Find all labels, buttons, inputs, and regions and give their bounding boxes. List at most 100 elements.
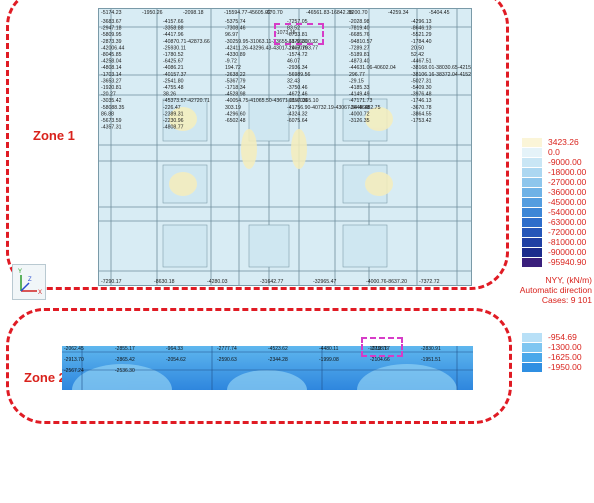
zone1-value: -3683.67	[101, 19, 122, 25]
zone1-value: -30259.95-31063.11-33655.61-56000.32	[225, 39, 318, 45]
zone1-value: -40157.37	[163, 72, 186, 78]
zone1-top-value: -5200.70	[347, 10, 368, 16]
zone2-highlight-box	[361, 337, 403, 357]
zone1-value: -5375.74	[225, 19, 246, 25]
zone1-top-value: -4259.34	[388, 10, 409, 16]
zone1-value: -40054.75-41065.50-43671.01-60365.10	[225, 98, 319, 104]
zone1-top-value: -46561.83-16842.38	[306, 10, 353, 16]
zone1-plan-svg: -5174.23 -1950.26 -2098.18 -15594.77-45605.…	[99, 9, 505, 285]
zone1-value: -4672.46	[287, 92, 308, 98]
zone1-value: -6685.76	[349, 32, 370, 38]
zone1-bottom-value: -7290.17	[101, 279, 122, 285]
zone1-label: Zone 1	[33, 128, 75, 143]
zone1-value: -2230.96	[163, 118, 184, 124]
legend1-swatch	[522, 228, 542, 237]
legend1-label: -81000.00	[548, 237, 587, 247]
zone1-value: -4185.33	[349, 85, 370, 91]
zone1-value: -41756.90-40732.19-43067.54-46482.75	[287, 105, 381, 111]
zone1-value: -5409.30	[411, 85, 432, 91]
legend2-label: -1300.00	[548, 342, 582, 352]
zone1-value: -1780.52	[163, 52, 184, 58]
zone1-value: -3126.35	[349, 118, 370, 124]
zone1-value: -3035.42	[101, 98, 122, 104]
zone1-value: -7289.27	[349, 45, 370, 51]
zone2-value: -2536.30	[115, 368, 135, 374]
zone1-value: -8646.13	[411, 26, 432, 32]
zone2-frame	[6, 308, 512, 424]
zone1-value: -7308.46	[225, 26, 246, 32]
zone1-value: -56989.56	[287, 72, 310, 78]
zone2-value: -4523.62	[268, 346, 288, 352]
zone2-value: -2738.17	[370, 346, 390, 352]
zone1-value: -4808.14	[101, 65, 122, 71]
zone1-highlight-value: -1073.15	[275, 30, 296, 36]
legend-note-line-2: Automatic direction	[519, 285, 592, 295]
legend1-swatch	[522, 148, 542, 157]
zone1-value: 32.43	[287, 78, 300, 84]
zone1-value: -38168.01-38030.65-42151.57-59208.29	[411, 65, 471, 71]
zone2-value: -2567.24	[64, 368, 84, 374]
zone2-value: -2062.45	[64, 346, 84, 352]
zone1-value: -4330.89	[225, 52, 246, 58]
zone1-value: -2947.18	[101, 26, 122, 32]
zone1-value: -2638.22	[225, 72, 246, 78]
zone2-floor-plan: -1010.76 -2062.45 -2855.17 -964.33 -2777.74 -…	[62, 346, 473, 390]
legend2-label: -1625.00	[548, 352, 582, 362]
zone2-highlight-value: -1010.76	[368, 346, 388, 352]
legend1-swatch	[522, 248, 542, 257]
zone1-value: -7257.05	[287, 19, 308, 25]
zone2-legend: -954.69 -1300.00 -1625.00 -1950.00	[522, 332, 592, 393]
zone1-frame	[6, 0, 509, 290]
zone1-bottom-value: -31642.77	[260, 279, 283, 285]
zone1-value: -44631.06-40602.04	[349, 65, 396, 71]
zone1-legend-note: NYY, (kN/m) Automatic direction Cases: 9…	[490, 275, 592, 305]
zone1-bottom-value: -4280.03	[207, 279, 228, 285]
zone2-value-labels: -1010.76 -2062.45 -2855.17 -964.33 -2777.74 -…	[64, 346, 441, 374]
zone2-value: -2590.63	[217, 357, 237, 363]
zone1-value: -4357.31	[101, 125, 122, 131]
legend2-swatch	[522, 333, 542, 342]
legend1-label: 3423.26	[548, 137, 579, 147]
zone1-value: -3670.78	[411, 105, 432, 111]
zone1-value: -1574.72	[287, 52, 308, 58]
zone1-value: -1870.31	[287, 39, 308, 45]
legend1-swatch	[522, 158, 542, 167]
zone1-value: -1784.40	[411, 39, 432, 45]
zone1-value: -2028.98	[349, 19, 370, 25]
zone1-value: -4149.49	[349, 92, 370, 98]
zone2-value: -1951.51	[421, 357, 441, 363]
zone1-value: -6075.64	[287, 118, 308, 124]
zone1-value: -5673.59	[101, 118, 122, 124]
zone1-top-value: -15594.77-45605.92	[224, 10, 271, 16]
zone1-value: -42006.44	[101, 45, 124, 51]
legend1-swatch	[522, 208, 542, 217]
zone1-value: -4417.96	[163, 32, 184, 38]
zone1-top-value: -5174.23	[101, 10, 122, 16]
legend1-swatch	[522, 188, 542, 197]
zone1-value: -4258.04	[101, 59, 122, 65]
zone1-value: 96.97	[225, 32, 238, 38]
legend1-label: -95940.90	[548, 257, 587, 267]
zone1-value: -25930.11	[163, 45, 186, 51]
zone1-value: -3653.27	[101, 78, 122, 84]
zone2-value: -964.33	[166, 346, 183, 352]
zone2-value: -4480.11	[319, 346, 339, 352]
zone1-value: -1753.42	[411, 118, 432, 124]
zone1-value: -3976.48	[411, 92, 432, 98]
zone1-value: -29.15	[349, 78, 364, 84]
zone2-value: -2054.62	[166, 357, 186, 363]
zone1-value: -1703.14	[101, 72, 122, 78]
zone1-floor-plan: -5174.23 -1950.26 -2098.18 -15594.77-45605.…	[98, 8, 505, 286]
legend1-label: -45000.00	[548, 197, 587, 207]
zone1-value: -6733.81	[287, 32, 308, 38]
zone1-value: -4324.32	[287, 111, 308, 117]
legend-note-line-3: Cases: 9 101	[541, 295, 592, 305]
legend-note-line-1: NYY, (kN/m)	[545, 275, 592, 285]
zone1-value: -4000.72	[349, 111, 370, 117]
legend2-label: -1950.00	[548, 362, 582, 372]
zone2-value: -2777.74	[217, 346, 237, 352]
zone1-value: 194.72	[225, 65, 241, 71]
legend1-label: -9000.00	[548, 157, 582, 167]
zone1-value: -8045.85	[101, 52, 122, 58]
legend1-swatch	[522, 218, 542, 227]
